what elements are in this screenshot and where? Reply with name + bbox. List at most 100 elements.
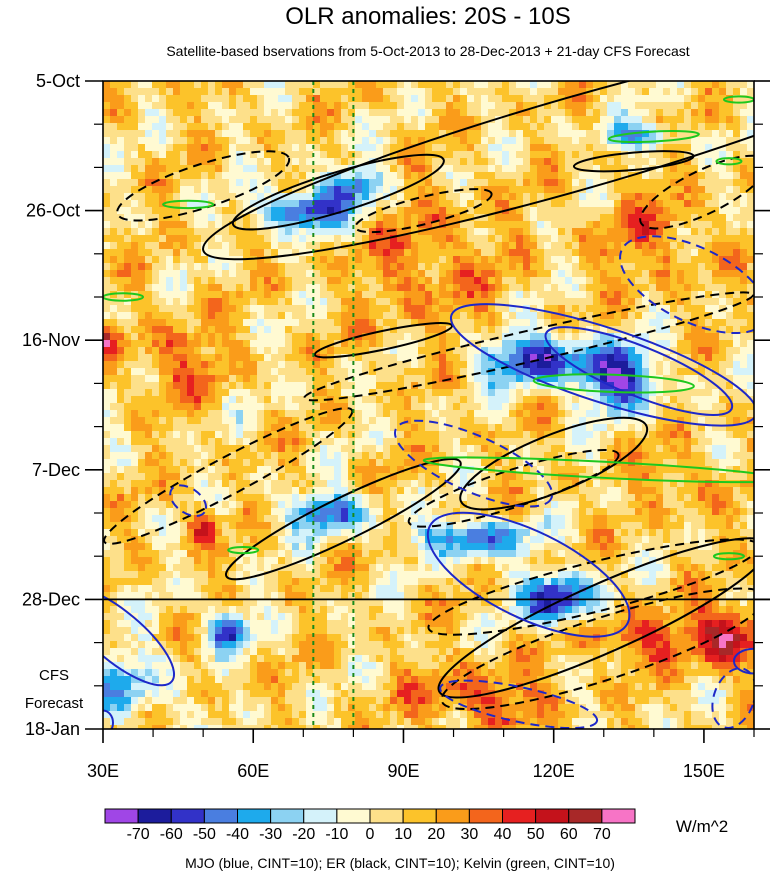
heatmap-cell <box>733 347 741 355</box>
heatmap-cell <box>453 123 461 131</box>
heatmap-cell <box>460 368 468 376</box>
heatmap-cell <box>705 347 713 355</box>
heatmap-cell <box>453 256 461 264</box>
heatmap-cell <box>453 242 461 250</box>
heatmap-cell <box>509 326 517 334</box>
heatmap-cell <box>404 424 412 432</box>
heatmap-cell <box>586 382 594 390</box>
heatmap-cell <box>250 179 258 187</box>
heatmap-cell <box>383 116 391 124</box>
heatmap-cell <box>376 165 384 173</box>
heatmap-cell <box>439 396 447 404</box>
heatmap-cell <box>397 249 405 257</box>
heatmap-cell <box>313 417 321 425</box>
heatmap-cell <box>684 186 692 194</box>
heatmap-cell <box>152 193 160 201</box>
heatmap-cell <box>390 382 398 390</box>
heatmap-cell <box>565 333 573 341</box>
heatmap-cell <box>285 228 293 236</box>
heatmap-cell <box>691 95 699 103</box>
heatmap-cell <box>614 165 622 173</box>
heatmap-cell <box>705 123 713 131</box>
heatmap-cell <box>306 242 314 250</box>
heatmap-cell <box>579 417 587 425</box>
heatmap-cell <box>355 116 363 124</box>
heatmap-cell <box>411 130 419 138</box>
heatmap-cell <box>733 200 741 208</box>
heatmap-cell <box>719 319 727 327</box>
heatmap-cell <box>411 242 419 250</box>
heatmap-cell <box>446 354 454 362</box>
heatmap-cell <box>229 123 237 131</box>
heatmap-cell <box>537 319 545 327</box>
heatmap-cell <box>215 340 223 348</box>
heatmap-cell <box>579 207 587 215</box>
heatmap-cell <box>145 403 153 411</box>
heatmap-cell <box>124 417 132 425</box>
heatmap-cell <box>656 333 664 341</box>
heatmap-cell <box>180 333 188 341</box>
heatmap-cell <box>348 389 356 397</box>
heatmap-cell <box>390 221 398 229</box>
heatmap-cell <box>705 312 713 320</box>
heatmap-cell <box>131 312 139 320</box>
heatmap-cell <box>138 277 146 285</box>
heatmap-cell <box>544 256 552 264</box>
heatmap-cell <box>488 424 496 432</box>
heatmap-cell <box>670 207 678 215</box>
heatmap-cell <box>222 319 230 327</box>
heatmap-cell <box>327 424 335 432</box>
heatmap-cell <box>614 410 622 418</box>
heatmap-cell <box>432 326 440 334</box>
heatmap-cell <box>516 165 524 173</box>
heatmap-cell <box>579 438 587 446</box>
heatmap-cell <box>145 291 153 299</box>
heatmap-cell <box>299 312 307 320</box>
heatmap-cell <box>376 403 384 411</box>
heatmap-cell <box>257 361 265 369</box>
heatmap-cell <box>467 158 475 166</box>
heatmap-cell <box>124 207 132 215</box>
heatmap-cell <box>740 326 748 334</box>
heatmap-cell <box>453 333 461 341</box>
heatmap-cell <box>565 347 573 355</box>
heatmap-cell <box>327 438 335 446</box>
heatmap-cell <box>509 375 517 383</box>
heatmap-cell <box>705 249 713 257</box>
heatmap-cell <box>586 81 594 89</box>
heatmap-cell <box>726 214 734 222</box>
heatmap-cell <box>173 221 181 229</box>
heatmap-cell <box>586 109 594 117</box>
heatmap-cell <box>558 417 566 425</box>
heatmap-cell <box>530 151 538 159</box>
heatmap-cell <box>285 291 293 299</box>
heatmap-cell <box>502 193 510 201</box>
heatmap-cell <box>712 284 720 292</box>
heatmap-cell <box>488 200 496 208</box>
heatmap-cell <box>124 452 132 460</box>
heatmap-cell <box>719 368 727 376</box>
heatmap-cell <box>306 165 314 173</box>
heatmap-cell <box>698 424 706 432</box>
heatmap-cell <box>628 333 636 341</box>
heatmap-cell <box>180 340 188 348</box>
heatmap-cell <box>691 109 699 117</box>
heatmap-cell <box>110 221 118 229</box>
heatmap-cell <box>432 445 440 453</box>
heatmap-cell <box>474 452 482 460</box>
heatmap-cell <box>383 179 391 187</box>
heatmap-cell <box>502 340 510 348</box>
heatmap-cell <box>243 284 251 292</box>
heatmap-cell <box>698 445 706 453</box>
heatmap-cell <box>285 389 293 397</box>
heatmap-cell <box>712 165 720 173</box>
heatmap-cell <box>110 368 118 376</box>
heatmap-cell <box>208 137 216 145</box>
heatmap-cell <box>215 235 223 243</box>
heatmap-cell <box>649 242 657 250</box>
heatmap-cell <box>593 256 601 264</box>
heatmap-cell <box>397 438 405 446</box>
heatmap-cell <box>327 116 335 124</box>
heatmap-cell <box>264 298 272 306</box>
heatmap-cell <box>453 319 461 327</box>
